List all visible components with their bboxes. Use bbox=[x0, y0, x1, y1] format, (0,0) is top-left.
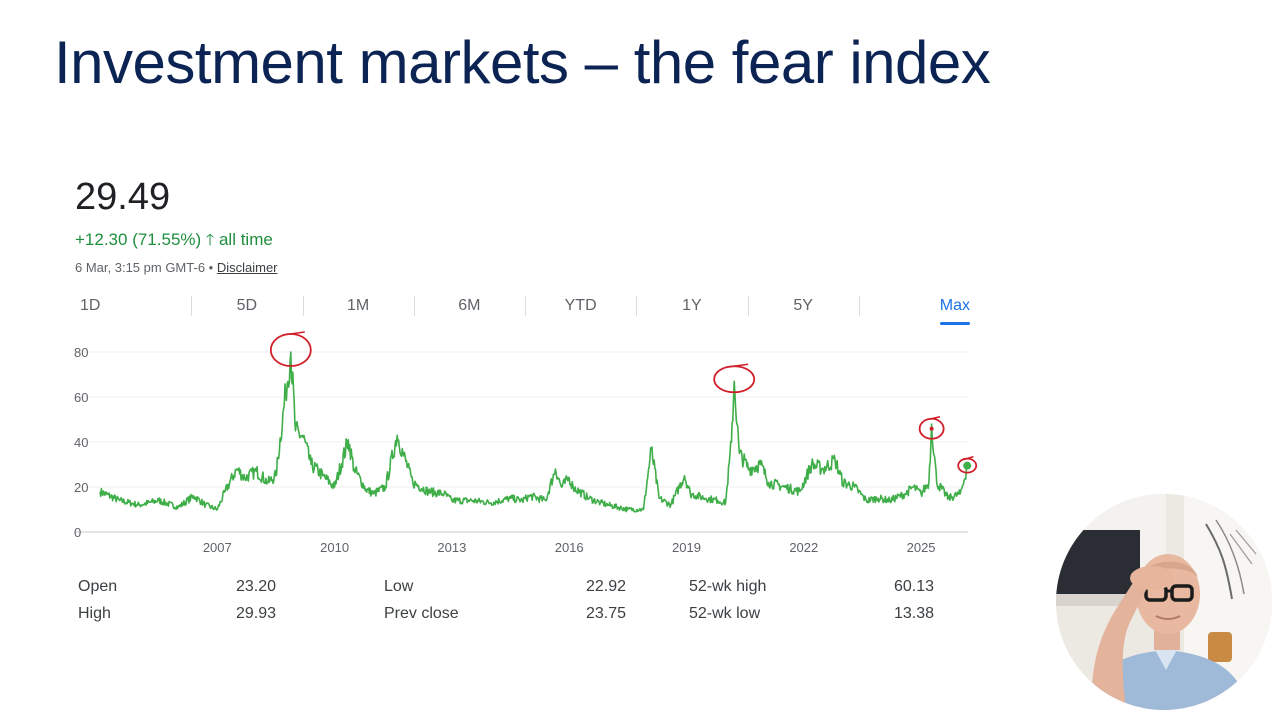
range-selector: 1D 5D 1M 6M YTD 1Y 5Y Max bbox=[80, 292, 971, 325]
stats-row: High 29.93 Prev close 23.75 52-wk low 13.38 bbox=[78, 605, 938, 632]
range-tab-max[interactable]: Max bbox=[859, 292, 971, 325]
red-annotation-dot bbox=[929, 426, 934, 431]
range-tab-label: YTD bbox=[564, 297, 597, 314]
range-tab-5d[interactable]: 5D bbox=[191, 292, 304, 324]
stats-table: Open 23.20 Low 22.92 52-wk high 60.13 High 29.9… bbox=[78, 578, 938, 632]
range-tab-1m[interactable]: 1M bbox=[303, 292, 415, 324]
stat-value: 22.92 bbox=[585, 578, 626, 595]
stats-row: Open 23.20 Low 22.92 52-wk high 60.13 bbox=[78, 578, 938, 605]
stat-label: Open bbox=[78, 578, 118, 595]
stat-label: Low bbox=[384, 578, 414, 595]
stat-label: 52-wk low bbox=[689, 605, 761, 622]
series-line bbox=[99, 351, 968, 513]
stat-label: 52-wk high bbox=[689, 578, 767, 595]
up-arrow-icon: 🡑 bbox=[205, 232, 215, 249]
range-divider bbox=[302, 296, 304, 316]
x-tick-label: 2010 bbox=[320, 540, 349, 555]
stat-label: High bbox=[78, 605, 111, 622]
change-period: all time bbox=[218, 230, 273, 249]
range-divider bbox=[636, 296, 638, 316]
range-tab-6m[interactable]: 6M bbox=[414, 292, 526, 324]
range-tab-label: 1Y bbox=[682, 297, 702, 314]
x-tick-label: 2025 bbox=[907, 540, 936, 555]
current-price: 29.49 bbox=[75, 176, 171, 218]
quote-meta: 6 Mar, 3:15 pm GMT-6 • Disclaimer bbox=[75, 260, 278, 275]
red-annotation-stroke bbox=[963, 455, 974, 461]
x-tick-label: 2016 bbox=[555, 540, 584, 555]
presenter-image bbox=[1056, 494, 1272, 710]
range-divider bbox=[858, 296, 860, 316]
y-tick-label: 80 bbox=[74, 345, 88, 360]
stat-value: 13.38 bbox=[893, 605, 934, 622]
page-title: Investment markets – the fear index bbox=[54, 29, 991, 96]
x-tick-label: 2019 bbox=[672, 540, 701, 555]
red-annotation-stroke bbox=[282, 331, 305, 336]
range-tab-label: 1M bbox=[347, 297, 370, 314]
red-annotation-stroke bbox=[726, 363, 749, 368]
disclaimer-link[interactable]: Disclaimer bbox=[216, 260, 278, 275]
range-divider bbox=[747, 296, 749, 316]
range-tab-1d[interactable]: 1D bbox=[80, 292, 193, 324]
stat-value: 60.13 bbox=[893, 578, 934, 595]
stat-label: Prev close bbox=[384, 605, 459, 622]
x-tick-label: 2007 bbox=[203, 540, 232, 555]
stat-value: 29.93 bbox=[235, 605, 276, 622]
range-tab-label: 6M bbox=[458, 297, 481, 314]
last-value-point bbox=[963, 461, 972, 470]
presenter-webcam bbox=[1056, 494, 1272, 710]
range-divider bbox=[525, 296, 526, 316]
price-change: +12.30 (71.55%) 🡑 all time bbox=[75, 229, 273, 256]
y-tick-label: 20 bbox=[74, 480, 88, 495]
range-tab-ytd[interactable]: YTD bbox=[525, 292, 638, 324]
range-tab-label: 5Y bbox=[793, 297, 813, 314]
red-annotation-stroke bbox=[926, 416, 941, 421]
range-tab-5y[interactable]: 5Y bbox=[748, 292, 860, 324]
x-tick-label: 2013 bbox=[437, 540, 466, 555]
range-tab-1y[interactable]: 1Y bbox=[636, 292, 749, 324]
timestamp: 6 Mar, 3:15 pm GMT-6 • bbox=[75, 260, 214, 275]
y-tick-label: 0 bbox=[74, 525, 81, 540]
change-value: +12.30 (71.55%) bbox=[75, 230, 202, 249]
y-tick-label: 40 bbox=[74, 435, 88, 450]
range-divider bbox=[413, 296, 415, 316]
range-tab-label: Max bbox=[939, 292, 971, 325]
x-tick-label: 2022 bbox=[789, 540, 818, 555]
y-tick-label: 60 bbox=[74, 390, 88, 405]
range-divider bbox=[191, 296, 193, 316]
range-tab-label: 1D bbox=[80, 297, 101, 314]
stat-value: 23.20 bbox=[235, 578, 276, 595]
stat-value: 23.75 bbox=[585, 605, 626, 622]
range-tab-label: 5D bbox=[236, 297, 258, 314]
